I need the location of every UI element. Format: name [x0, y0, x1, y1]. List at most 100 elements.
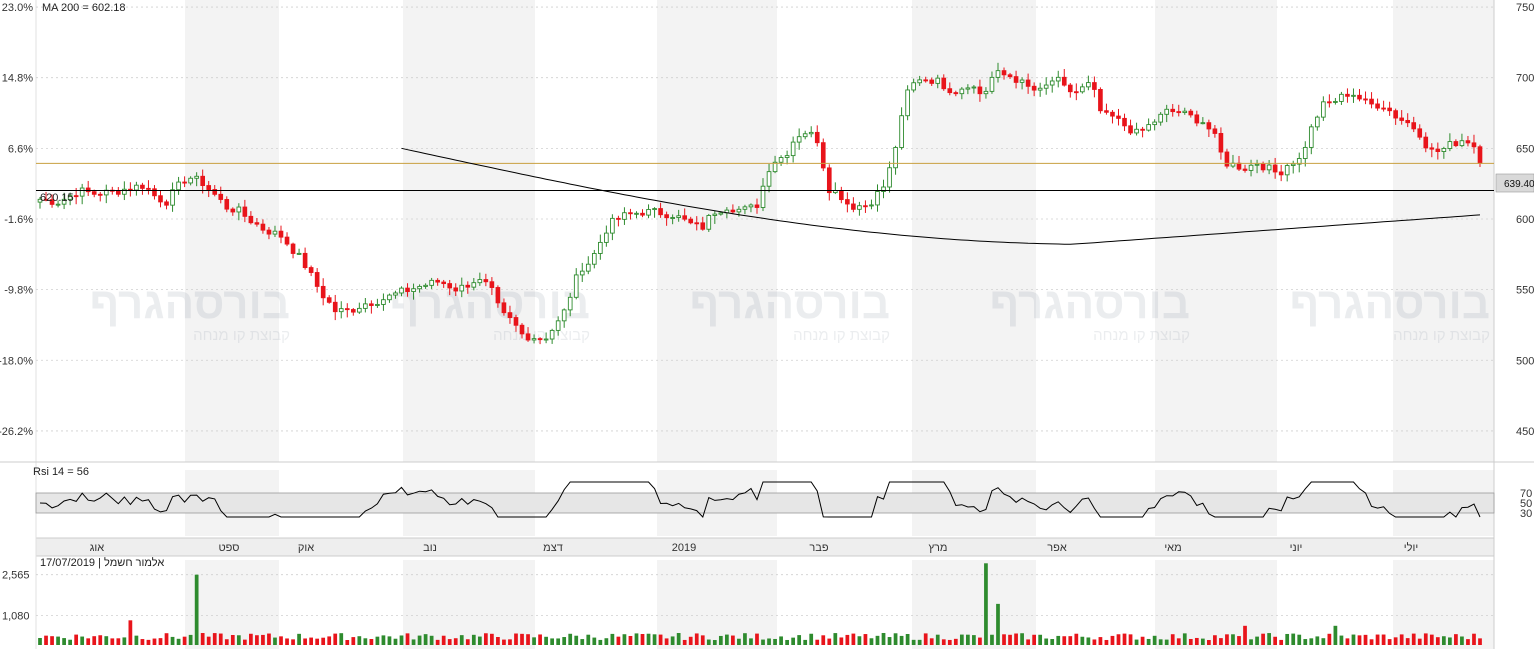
candle-down [350, 309, 356, 313]
volume-bar [387, 636, 392, 645]
volume-bar [863, 634, 868, 645]
volume-bar [74, 634, 79, 645]
candle-up [887, 167, 892, 188]
left-axis-tick: -9.8% [4, 285, 33, 297]
month-band [185, 0, 279, 462]
volume-bar [242, 639, 247, 645]
candle-up [1441, 148, 1447, 152]
volume-bar [1158, 639, 1163, 645]
volume-bar [1110, 635, 1115, 645]
candle-up [965, 87, 971, 90]
candle-down [1393, 110, 1398, 119]
volume-bar [1207, 640, 1211, 645]
axes-layer: 23.0% 750 14.8% 700 6.6% 650 -1.6% 600 -9.8% 550 -… [0, 2, 1534, 554]
volume-bar [411, 639, 416, 645]
candle-up [869, 204, 874, 207]
volume-bar [682, 639, 687, 645]
candle-up [429, 279, 434, 286]
volume-bar [285, 638, 289, 645]
volume-bar [1466, 639, 1470, 645]
volume-bar [724, 634, 729, 645]
candle-up [1284, 165, 1290, 176]
volume-bar [267, 633, 271, 645]
candle-up [778, 157, 784, 163]
candle-down [814, 131, 820, 144]
candle-up [995, 70, 1001, 78]
volume-bar [953, 638, 958, 645]
candle-up [772, 161, 778, 173]
volume-bar [1014, 633, 1018, 645]
volume-bar [1285, 633, 1290, 645]
candle-down [1170, 108, 1176, 113]
volume-bar [821, 635, 826, 645]
left-axis-tick: 23.0% [2, 2, 33, 14]
volume-bar [502, 639, 506, 645]
volume-month-band [1393, 560, 1494, 649]
volume-bar [556, 638, 561, 645]
volume-bar [146, 639, 151, 645]
volume-bar [1243, 625, 1247, 645]
volume-bar [309, 637, 313, 645]
volume-bar [803, 639, 808, 645]
candle-down [1327, 101, 1332, 104]
candle-up [1447, 141, 1453, 149]
candle-down [290, 243, 296, 254]
volume-bar [1261, 633, 1265, 645]
volume-bar [1405, 638, 1410, 645]
volume-bar [236, 635, 241, 645]
candle-down [182, 181, 187, 184]
candle-down [218, 193, 224, 200]
watermark-text: בורסהגרף [90, 279, 290, 328]
candle-up [61, 198, 67, 205]
candle-down [1260, 163, 1266, 171]
candle-up [652, 208, 657, 211]
rsi-axis-tick: 70 [1520, 488, 1532, 500]
candle-down [435, 279, 440, 283]
grid-layer [36, 6, 1494, 432]
candle-down [1272, 164, 1278, 173]
candle-up [585, 263, 591, 272]
candle-up [1200, 122, 1206, 125]
volume-bar [1026, 639, 1030, 645]
volume-bar [1249, 639, 1253, 645]
candle-up [549, 329, 555, 340]
volume-bar [767, 638, 771, 645]
volume-bar [44, 635, 48, 645]
candle-down [49, 199, 55, 205]
left-axis-tick: -26.2% [0, 426, 33, 438]
candle-down [616, 217, 621, 220]
candle-down [1435, 148, 1441, 152]
volume-bar [622, 634, 627, 645]
volume-bar [86, 638, 91, 645]
volume-bar [273, 637, 277, 645]
month-label: אפר [1047, 542, 1067, 554]
last-price-label: 639.40 [1504, 179, 1534, 190]
candle-down [1218, 133, 1224, 153]
rsi-axis-tick: 50 [1520, 498, 1532, 510]
volume-bar [580, 639, 585, 645]
candle-up [236, 206, 242, 213]
volume-bar [297, 633, 301, 645]
candle-down [1061, 76, 1067, 86]
candle-up [477, 279, 483, 284]
candle-down [1453, 141, 1459, 147]
volume-bar [1128, 634, 1133, 645]
right-axis-tick: 750 [1516, 2, 1534, 14]
volume-bar [1231, 634, 1235, 645]
volume-bar [1002, 634, 1006, 645]
volume-bar [164, 633, 169, 645]
volume-bar [652, 634, 657, 645]
candle-up [573, 274, 579, 298]
volume-bar [1411, 633, 1416, 645]
volume-bar [1225, 634, 1229, 645]
volume-bar [158, 638, 163, 645]
volume-bar [1152, 635, 1157, 645]
volume-bar [1429, 634, 1434, 645]
volume-bar [718, 635, 723, 645]
candle-down [405, 287, 410, 293]
volume-bar [1200, 638, 1205, 645]
candle-down [941, 77, 947, 90]
volume-bar [255, 635, 259, 645]
candle-up [375, 303, 380, 306]
candle-up [1049, 80, 1055, 86]
